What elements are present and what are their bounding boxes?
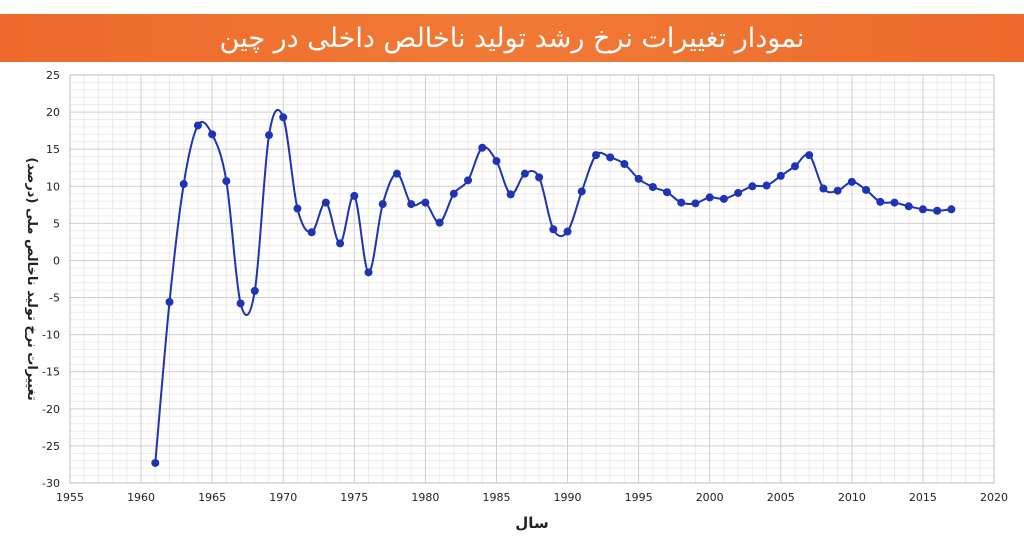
y-tick-label: -15 — [42, 366, 60, 379]
data-point — [762, 181, 771, 190]
x-tick-label: 1980 — [411, 491, 439, 504]
data-point — [421, 198, 430, 207]
data-point — [648, 183, 657, 192]
data-point — [933, 206, 942, 215]
data-point — [307, 228, 316, 237]
data-point — [350, 191, 359, 200]
x-tick-label: 2005 — [767, 491, 795, 504]
x-tick-label: 2000 — [696, 491, 724, 504]
x-tick-label: 1995 — [625, 491, 653, 504]
data-point — [165, 297, 174, 306]
data-point — [790, 162, 799, 171]
data-point — [492, 157, 501, 166]
data-point — [520, 169, 529, 178]
data-point — [478, 143, 487, 152]
data-point — [464, 176, 473, 185]
y-tick-label: -20 — [42, 403, 60, 416]
y-axis-label: تغییرات نرخ تولید ناخالص ملی (درصد) — [24, 157, 39, 400]
data-point — [705, 193, 714, 202]
x-tick-label: 1965 — [198, 491, 226, 504]
plot-background — [70, 75, 994, 483]
data-point — [805, 151, 814, 160]
data-point — [279, 113, 288, 122]
x-tick-label: 1990 — [554, 491, 582, 504]
data-point — [719, 194, 728, 203]
data-point — [847, 177, 856, 186]
x-axis-tick-labels: 1955 1960 1965 1970 1975 1980 1985 1990 1995 2000… — [56, 491, 1008, 504]
data-point — [378, 200, 387, 209]
x-axis-label: سال — [515, 514, 548, 532]
x-tick-label: 1985 — [482, 491, 510, 504]
x-tick-label: 1960 — [127, 491, 155, 504]
data-point — [748, 182, 757, 191]
x-tick-label: 2010 — [838, 491, 866, 504]
data-point — [549, 225, 558, 234]
data-point — [819, 184, 828, 193]
x-tick-label: 1955 — [56, 491, 84, 504]
data-point — [577, 187, 586, 196]
data-point — [208, 130, 217, 139]
y-tick-label: -10 — [42, 329, 60, 342]
data-point — [407, 200, 416, 209]
data-point — [449, 189, 458, 198]
data-point — [193, 121, 202, 130]
y-tick-label: 0 — [53, 254, 60, 267]
data-point — [364, 268, 373, 277]
y-tick-label: -5 — [49, 292, 60, 305]
data-point — [506, 190, 515, 199]
data-point — [776, 171, 785, 180]
data-point — [435, 218, 444, 227]
y-tick-label: 25 — [46, 69, 60, 82]
y-tick-label: 15 — [46, 143, 60, 156]
data-point — [947, 205, 956, 214]
data-point — [890, 198, 899, 207]
data-point — [321, 198, 330, 207]
chart-container: 25 20 15 10 5 0 -5 -10 -15 -20 -25 -30 1955 1960 1965… — [0, 62, 1024, 551]
data-point — [535, 173, 544, 182]
x-tick-label: 2020 — [980, 491, 1008, 504]
data-point — [392, 169, 401, 178]
data-point — [663, 188, 672, 197]
data-point — [591, 151, 600, 160]
data-point — [151, 458, 160, 467]
data-point — [620, 160, 629, 169]
data-points — [151, 113, 956, 467]
data-point — [222, 177, 231, 186]
data-point — [691, 199, 700, 208]
x-tick-label: 1970 — [269, 491, 297, 504]
y-tick-label: -25 — [42, 440, 60, 453]
data-point — [634, 174, 643, 183]
y-axis-tick-labels: 25 20 15 10 5 0 -5 -10 -15 -20 -25 -30 — [42, 69, 60, 490]
data-point — [677, 198, 686, 207]
data-point — [918, 205, 927, 214]
data-point — [606, 153, 615, 162]
plot-frame — [69, 74, 995, 484]
data-point — [862, 185, 871, 194]
data-point — [250, 286, 259, 295]
data-point — [265, 131, 274, 140]
title-banner: نمودار تغییرات نرخ رشد تولید ناخالص داخل… — [0, 14, 1024, 62]
y-tick-label: 20 — [46, 106, 60, 119]
data-point — [876, 197, 885, 206]
data-point — [336, 239, 345, 248]
data-point — [833, 186, 842, 195]
y-tick-label: 10 — [46, 180, 60, 193]
data-point — [734, 188, 743, 197]
x-tick-label: 2015 — [909, 491, 937, 504]
data-point — [236, 299, 245, 308]
chart-title: نمودار تغییرات نرخ رشد تولید ناخالص داخل… — [219, 22, 805, 54]
y-tick-label: -30 — [42, 477, 60, 490]
x-tick-label: 1975 — [340, 491, 368, 504]
data-point — [293, 204, 302, 213]
data-point — [179, 180, 188, 189]
y-tick-label: 5 — [53, 217, 60, 230]
data-point — [904, 202, 913, 211]
minor-gridlines — [70, 75, 994, 483]
data-point — [563, 227, 572, 236]
